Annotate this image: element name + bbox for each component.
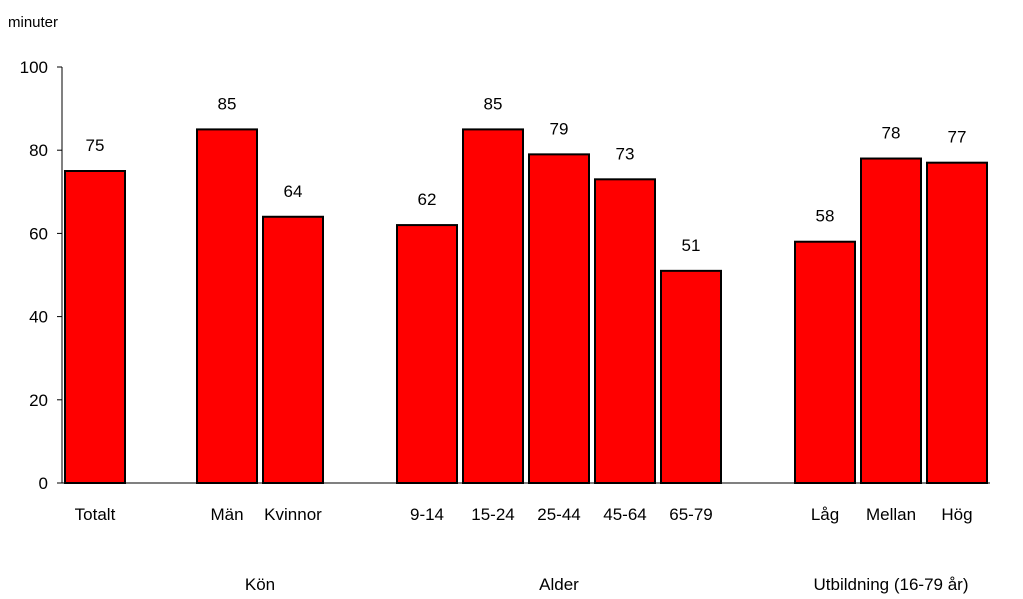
- bar-value-label: 73: [616, 144, 635, 163]
- bar: [196, 128, 258, 484]
- bar: [660, 269, 722, 484]
- bar-value-label: 79: [550, 119, 569, 138]
- bar-value-label: 51: [682, 236, 701, 255]
- labels: 0 20 40 60 80 100 75 Totalt 85 Män 64 Kvinnor 62 9-14…: [20, 58, 973, 594]
- bar: [528, 153, 590, 485]
- bar: [64, 170, 126, 484]
- category-label: Hög: [941, 505, 972, 524]
- category-label: 15-24: [471, 505, 514, 524]
- bar: [926, 161, 988, 484]
- bar-value-label: 62: [418, 190, 437, 209]
- bar-value-label: 85: [218, 94, 237, 113]
- category-label: 65-79: [669, 505, 712, 524]
- bar-value-label: 78: [882, 124, 901, 143]
- category-label: Män: [210, 505, 243, 524]
- y-tick-label: 80: [29, 141, 48, 160]
- group-label: Utbildning (16-79 år): [814, 575, 969, 594]
- category-label: Totalt: [75, 505, 116, 524]
- category-label: 45-64: [603, 505, 646, 524]
- category-label: 9-14: [410, 505, 444, 524]
- y-tick-label: 60: [29, 224, 48, 243]
- bar-value-label: 75: [86, 136, 105, 155]
- y-tick-label: 100: [20, 58, 48, 77]
- y-axis-unit-label: minuter: [8, 14, 58, 31]
- category-label: Mellan: [866, 505, 916, 524]
- y-tick-label: 0: [39, 474, 48, 493]
- bar: [462, 128, 524, 484]
- bar: [594, 178, 656, 484]
- bar-value-label: 64: [284, 182, 303, 201]
- category-label: Kvinnor: [264, 505, 322, 524]
- bar: [262, 215, 324, 484]
- bar-value-label: 85: [484, 94, 503, 113]
- group-label: Alder: [539, 575, 579, 594]
- bar: [860, 157, 922, 485]
- category-label: 25-44: [537, 505, 580, 524]
- bar: [794, 240, 856, 484]
- category-label: Låg: [811, 505, 839, 524]
- bars: [64, 128, 988, 485]
- bar-value-label: 77: [948, 128, 967, 147]
- bar: [396, 224, 458, 485]
- group-label: Kön: [245, 575, 275, 594]
- y-tick-label: 20: [29, 391, 48, 410]
- y-tick-label: 40: [29, 308, 48, 327]
- bar-value-label: 58: [816, 207, 835, 226]
